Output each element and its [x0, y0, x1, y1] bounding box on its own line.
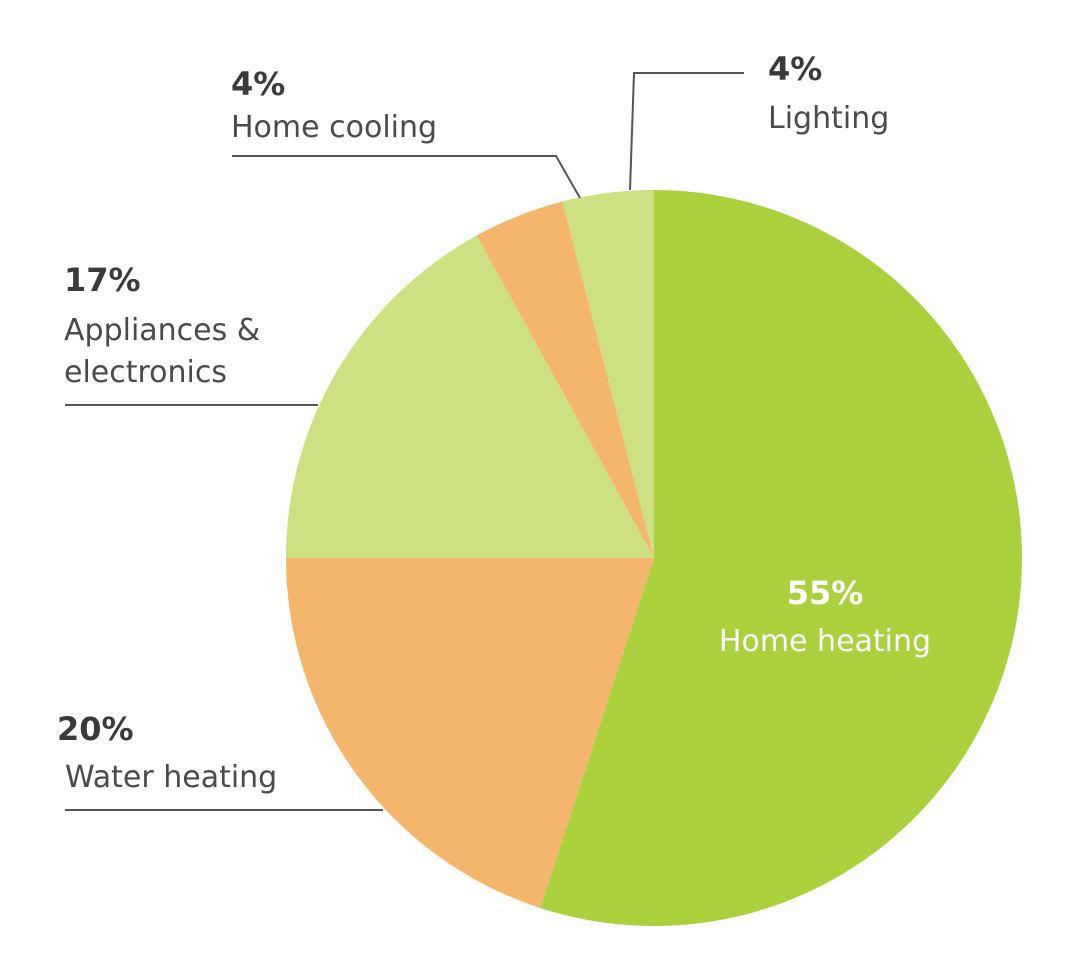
slice-label-home-heating: Home heating	[719, 624, 931, 659]
slice-label-lighting: Lighting	[768, 101, 889, 136]
slice-value-label-home-cooling: 4%	[231, 65, 285, 103]
slice-value-label-appliances: 17%	[64, 261, 141, 299]
pie-slices	[286, 190, 1022, 926]
pie-slice-lighting	[562, 190, 654, 558]
pie-slice-water-heating	[286, 558, 654, 908]
leader-line-lighting	[629, 72, 744, 191]
leader-line-home-cooling	[232, 155, 581, 199]
slice-value-label-water-heating: 20%	[57, 710, 134, 748]
slice-value-label-home-heating: 55%	[787, 574, 864, 612]
slice-label-home-cooling: Home cooling	[231, 110, 437, 145]
pie-slice-home-heating	[540, 190, 1022, 926]
slice-label-appliances-line-2: electronics	[64, 355, 227, 390]
slice-label-water-heating: Water heating	[65, 760, 277, 795]
pie-slice-home-cooling	[476, 201, 654, 558]
slice-label-appliances-line-1: Appliances &	[64, 313, 260, 348]
slice-value-label-lighting: 4%	[768, 50, 822, 88]
pie-slice-appliances-electronics	[286, 235, 654, 558]
leader-lines	[65, 72, 744, 811]
